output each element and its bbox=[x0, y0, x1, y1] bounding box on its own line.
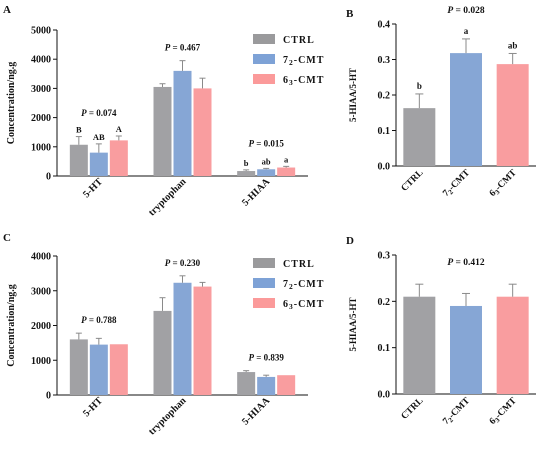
bar bbox=[450, 305, 482, 394]
y-tick-label: 2000 bbox=[31, 113, 51, 124]
chart-panel-b: 0.0 0.1 0.2 0.3 0.4 5-HIAA/5-HT P = 0.028 b CTRL… bbox=[348, 6, 536, 200]
legend-label: 72-CMT bbox=[283, 55, 324, 67]
bar bbox=[89, 344, 108, 395]
panel-label-b: B bbox=[346, 8, 354, 20]
bar bbox=[496, 64, 529, 166]
significance-letter: B bbox=[76, 125, 82, 135]
x-tick-label: 5-HT bbox=[81, 395, 105, 419]
legend-label: CTRL bbox=[283, 35, 315, 46]
y-tick-label: 0 bbox=[46, 172, 51, 183]
chart-panel-d: 0.0 0.1 0.2 0.3 5-HIAA/5-HT P = 0.412 CTRL 72-C… bbox=[348, 251, 536, 428]
bar bbox=[153, 86, 172, 176]
significance-letter: ab bbox=[508, 40, 518, 50]
y-axis-title: 5-HIAA/5-HT bbox=[348, 298, 358, 352]
x-tick-label: CTRL bbox=[400, 168, 426, 194]
bar bbox=[153, 310, 172, 395]
x-tick-label: 5-HIAA bbox=[240, 176, 273, 209]
bar bbox=[89, 152, 108, 176]
y-tick-label: 4000 bbox=[31, 55, 51, 66]
bar bbox=[173, 70, 192, 176]
legend-swatch bbox=[253, 298, 275, 308]
bar bbox=[237, 372, 256, 395]
chart-panel-c: 0 1000 2000 3000 4000 Concentration/ng.g P = 0… bbox=[6, 252, 308, 437]
x-tick-label: 5-HT bbox=[81, 176, 105, 200]
x-tick-label: 5-HIAA bbox=[240, 395, 273, 428]
bar bbox=[237, 171, 256, 176]
y-tick-label: 1000 bbox=[31, 356, 51, 367]
y-axis-title: Concentration/ng.g bbox=[6, 62, 17, 145]
y-tick-label: 0.3 bbox=[378, 251, 391, 262]
y-tick-label: 3000 bbox=[31, 286, 51, 297]
p-value: P = 0.467 bbox=[165, 43, 201, 53]
bar bbox=[69, 144, 88, 176]
p-value: P = 0.015 bbox=[248, 138, 284, 148]
bar bbox=[403, 296, 436, 394]
bar bbox=[257, 376, 276, 395]
p-value: P = 0.074 bbox=[81, 108, 117, 118]
bar bbox=[257, 169, 276, 176]
significance-letter: b bbox=[244, 158, 249, 168]
legend-swatch bbox=[253, 54, 275, 64]
legend-swatch bbox=[253, 34, 275, 44]
bar bbox=[193, 286, 212, 395]
bar bbox=[450, 53, 482, 166]
panel-label-d: D bbox=[346, 235, 354, 247]
y-axis-title: 5-HIAA/5-HT bbox=[348, 68, 358, 122]
x-tick-label: CTRL bbox=[400, 396, 426, 422]
x-tick-label: 63-CMT bbox=[488, 396, 520, 428]
bar bbox=[173, 282, 192, 395]
bar bbox=[277, 167, 296, 176]
y-tick-label: 0.0 bbox=[378, 162, 391, 173]
bar bbox=[109, 344, 128, 395]
bar bbox=[109, 140, 128, 176]
legend-label: 72-CMT bbox=[283, 279, 324, 291]
p-value: P = 0.412 bbox=[447, 258, 485, 268]
significance-letter: AB bbox=[93, 132, 105, 142]
y-tick-label: 5000 bbox=[31, 26, 51, 37]
y-tick-label: 0.2 bbox=[378, 91, 391, 102]
bar bbox=[403, 108, 436, 166]
significance-letter: a bbox=[464, 26, 469, 36]
bar bbox=[277, 375, 296, 395]
y-tick-label: 0.2 bbox=[378, 297, 391, 308]
x-tick-label: 72-CMT bbox=[441, 168, 473, 200]
legend-top: CTRL 72-CMT 63-CMT bbox=[253, 34, 324, 87]
p-value: P = 0.788 bbox=[81, 315, 117, 325]
y-tick-label: 1000 bbox=[31, 142, 51, 153]
y-tick-label: 0.1 bbox=[378, 343, 391, 354]
x-tick-label: tryptophan bbox=[147, 395, 189, 437]
significance-letter: a bbox=[284, 154, 289, 164]
y-axis-title: Concentration/ng.g bbox=[6, 284, 17, 367]
bar bbox=[69, 339, 88, 395]
y-tick-label: 0.4 bbox=[378, 20, 391, 31]
bar bbox=[496, 296, 529, 394]
significance-letter: b bbox=[417, 81, 422, 91]
y-tick-label: 0.1 bbox=[378, 126, 391, 137]
x-tick-label: 72-CMT bbox=[441, 396, 473, 428]
legend-bottom: CTRL 72-CMT 63-CMT bbox=[253, 258, 324, 311]
panel-label-c: C bbox=[3, 232, 11, 244]
y-tick-label: 0.0 bbox=[378, 390, 391, 401]
bar bbox=[193, 88, 212, 176]
y-tick-label: 0 bbox=[46, 391, 51, 402]
legend-swatch bbox=[253, 258, 275, 268]
p-value: P = 0.839 bbox=[248, 353, 284, 363]
p-value: P = 0.230 bbox=[165, 258, 201, 268]
x-tick-label: tryptophan bbox=[147, 176, 189, 218]
legend-label: 63-CMT bbox=[283, 75, 324, 87]
y-tick-label: 3000 bbox=[31, 84, 51, 95]
panel-label-a: A bbox=[3, 4, 11, 16]
legend-label: CTRL bbox=[283, 259, 315, 270]
y-tick-label: 0.3 bbox=[378, 55, 391, 66]
p-value: P = 0.028 bbox=[447, 6, 485, 16]
legend-swatch bbox=[253, 278, 275, 288]
x-tick-label: 63-CMT bbox=[488, 168, 520, 200]
y-tick-label: 4000 bbox=[31, 252, 51, 263]
legend-label: 63-CMT bbox=[283, 299, 324, 311]
significance-letter: A bbox=[116, 124, 123, 134]
significance-letter: ab bbox=[262, 156, 271, 166]
legend-swatch bbox=[253, 74, 275, 84]
y-tick-label: 2000 bbox=[31, 321, 51, 332]
